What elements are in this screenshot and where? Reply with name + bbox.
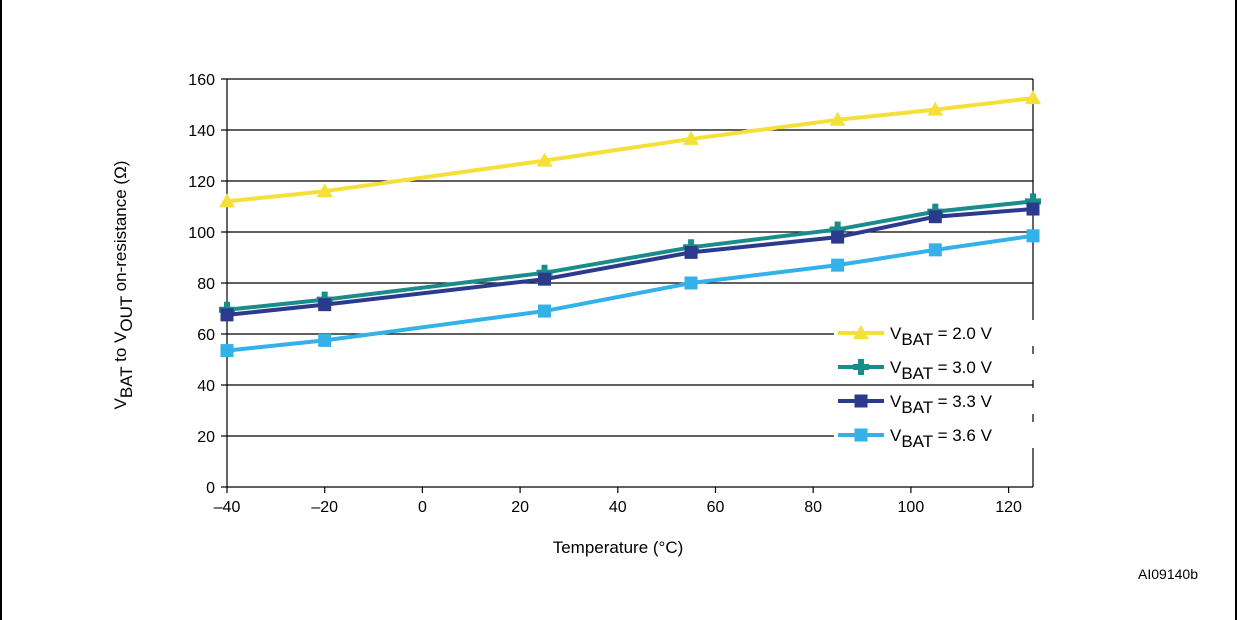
y-axis-label: VBAT to VOUT on-resistance (Ω)	[111, 161, 136, 410]
x-axis-label: Temperature (°C)	[553, 538, 684, 557]
x-axis-ticks: –40 –20 0 20 40 60 80 100 120	[214, 487, 1022, 516]
x-tick-label: 80	[804, 499, 822, 516]
data-point	[220, 344, 234, 358]
y-tick-label: 120	[188, 174, 215, 191]
data-point	[318, 298, 332, 312]
series-line	[226, 96, 1034, 204]
data-point	[829, 111, 846, 126]
legend-label: VBAT = 3.3 V	[890, 392, 993, 417]
series-2	[219, 193, 1041, 318]
data-point	[1026, 202, 1040, 216]
legend-item: VBAT = 3.0 V	[834, 354, 1034, 383]
x-tick-label: 100	[898, 499, 925, 516]
data-point	[1025, 193, 1041, 210]
legend-swatch-marker	[853, 325, 869, 339]
data-point	[928, 243, 942, 257]
figure-id: AI09140b	[1138, 566, 1198, 582]
y-tick-label: 160	[188, 72, 215, 89]
data-point	[219, 193, 235, 208]
y-tick-label: 40	[197, 378, 215, 395]
data-point	[829, 221, 846, 238]
legend-item: VBAT = 3.6 V	[834, 422, 1034, 451]
series-line	[226, 207, 1034, 317]
y-tick-label: 0	[206, 480, 215, 497]
data-point	[927, 101, 944, 116]
series-1	[219, 90, 1041, 208]
x-tick-label: –40	[214, 499, 241, 516]
x-tick-label: 60	[707, 499, 725, 516]
legend-label: VBAT = 3.6 V	[890, 426, 993, 451]
data-point	[831, 230, 845, 244]
y-tick-label: 80	[197, 276, 215, 293]
legend-swatch-marker	[853, 359, 869, 375]
series-4	[220, 229, 1040, 358]
x-tick-label: 40	[609, 499, 627, 516]
x-tick-label: 120	[995, 499, 1022, 516]
legend-label: VBAT = 3.0 V	[890, 358, 993, 383]
data-point	[684, 276, 698, 290]
legend-swatch-marker	[854, 394, 868, 408]
data-point	[318, 333, 332, 347]
data-point	[928, 210, 942, 224]
x-tick-label: 0	[418, 499, 427, 516]
data-point	[538, 272, 552, 286]
data-point	[1025, 90, 1041, 105]
y-tick-label: 100	[188, 225, 215, 242]
legend-item: VBAT = 3.3 V	[834, 388, 1034, 417]
legend-swatch-marker	[854, 428, 868, 442]
y-axis-ticks: 0 20 40 60 80 100 120 140 160	[188, 72, 227, 497]
legend: VBAT = 2.0 V VBAT = 3.0 V VBAT = 3.3 V VBAT…	[834, 320, 1034, 451]
data-point	[538, 304, 552, 318]
x-tick-label: 20	[511, 499, 529, 516]
data-point	[683, 130, 700, 145]
data-point	[220, 308, 234, 322]
series-3	[220, 202, 1040, 322]
y-tick-label: 140	[188, 123, 215, 140]
y-tick-label: 20	[197, 429, 215, 446]
legend-label: VBAT = 2.0 V	[890, 324, 993, 349]
data-point	[684, 245, 698, 259]
legend-item: VBAT = 2.0 V	[834, 320, 1034, 349]
y-tick-label: 60	[197, 327, 215, 344]
data-point	[831, 258, 845, 272]
data-point	[316, 183, 333, 198]
data-point	[1026, 229, 1040, 243]
series-layer	[219, 90, 1041, 358]
data-point	[536, 152, 553, 167]
x-tick-label: –20	[311, 499, 338, 516]
